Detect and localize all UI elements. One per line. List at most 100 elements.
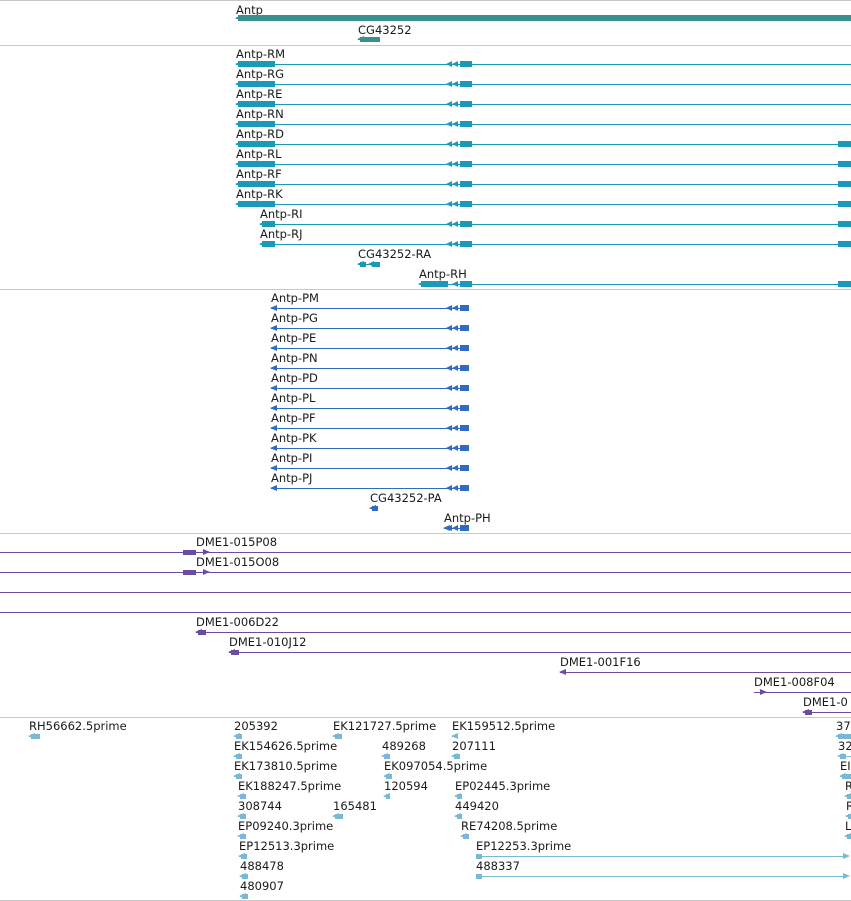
- strand-chevron-icon: [446, 465, 452, 471]
- feature-label: L: [845, 819, 851, 833]
- arrow-right-icon: [843, 852, 850, 859]
- arrow-left-icon: [228, 648, 235, 655]
- feature-block: [460, 365, 469, 371]
- track-separator: [0, 0, 851, 1]
- feature-label: R: [845, 779, 851, 793]
- feature-line: [271, 407, 469, 409]
- strand-chevron-icon: [446, 141, 452, 147]
- arrow-left-icon: [270, 304, 277, 311]
- arrow-left-icon: [233, 772, 240, 779]
- feature-label: 488478: [240, 859, 284, 873]
- feature-block: [838, 281, 851, 287]
- feature-label: RH56662.5prime: [29, 719, 127, 733]
- feature-label: 449420: [455, 799, 499, 813]
- arrow-left-icon: [835, 732, 842, 739]
- strand-chevron-icon: [446, 325, 452, 331]
- feature-block: [460, 201, 472, 207]
- arrow-right-icon: [203, 568, 210, 575]
- feature-block: [838, 141, 851, 147]
- arrow-left-icon: [451, 752, 458, 759]
- arrow-left-icon: [845, 812, 851, 819]
- strand-chevron-icon: [452, 241, 458, 247]
- feature-label: 37: [836, 719, 851, 733]
- strand-chevron-icon: [452, 141, 458, 147]
- strand-chevron-icon: [452, 221, 458, 227]
- feature-line: [236, 203, 851, 205]
- feature-block: [838, 221, 851, 227]
- feature-label: 32: [838, 739, 851, 753]
- arrow-left-icon: [259, 240, 266, 247]
- arrow-right-icon: [203, 548, 210, 555]
- feature-label: Antp-RM: [236, 47, 286, 61]
- feature-block: [238, 121, 275, 127]
- arrow-left-icon: [381, 752, 388, 759]
- feature-label: 205392: [234, 719, 278, 733]
- feature-block: [238, 81, 275, 87]
- feature-label: Antp-PH: [444, 511, 491, 525]
- strand-chevron-icon: [452, 281, 458, 287]
- arrow-left-icon: [239, 892, 246, 899]
- feature-line: [236, 183, 851, 185]
- arrow-left-icon: [369, 504, 376, 511]
- arrow-left-icon: [235, 14, 242, 21]
- strand-chevron-icon: [446, 241, 452, 247]
- strand-chevron-icon: [446, 161, 452, 167]
- feature-line: [803, 711, 851, 713]
- arrow-left-icon: [270, 384, 277, 391]
- arrow-left-icon: [237, 812, 244, 819]
- arrow-left-icon: [454, 792, 461, 799]
- feature-label: Antp-RG: [236, 67, 285, 81]
- strand-chevron-icon: [452, 405, 458, 411]
- feature-line: [196, 631, 851, 633]
- feature-block: [31, 733, 40, 739]
- feature-block: [238, 141, 275, 147]
- arrow-left-icon: [235, 100, 242, 107]
- feature-block: [238, 201, 275, 207]
- strand-chevron-icon: [446, 61, 452, 67]
- feature-line: [271, 307, 469, 309]
- feature-block: [262, 241, 275, 247]
- feature-block: [183, 569, 196, 575]
- feature-line: [236, 123, 851, 125]
- arrow-left-icon: [383, 792, 390, 799]
- strand-chevron-icon: [446, 345, 452, 351]
- feature-label: EK173810.5prime: [234, 759, 338, 773]
- arrow-left-icon: [270, 404, 277, 411]
- feature-label: EK097054.5prime: [384, 759, 488, 773]
- feature-block: [460, 465, 469, 471]
- feature-label: Antp-PM: [271, 291, 319, 305]
- arrow-left-icon: [238, 852, 245, 859]
- feature-line: [271, 327, 469, 329]
- feature-line: [271, 447, 469, 449]
- arrow-left-icon: [235, 180, 242, 187]
- feature-label: Antp-RI: [260, 207, 303, 221]
- feature-block: [476, 853, 482, 859]
- feature-line: [754, 691, 851, 693]
- strand-chevron-icon: [452, 425, 458, 431]
- strand-chevron-icon: [446, 405, 452, 411]
- feature-label: Antp-PI: [271, 451, 313, 465]
- arrow-left-icon: [233, 732, 240, 739]
- feature-line: [260, 223, 851, 225]
- feature-line: [236, 163, 851, 165]
- feature-block: [335, 813, 343, 819]
- strand-chevron-icon: [452, 365, 458, 371]
- feature-block: [372, 261, 380, 267]
- feature-line: [419, 283, 851, 285]
- arrow-left-icon: [443, 524, 450, 531]
- track-separator: [0, 717, 851, 718]
- feature-block: [460, 241, 472, 247]
- feature-line: [0, 551, 851, 553]
- strand-chevron-icon: [452, 305, 458, 311]
- feature-block: [460, 141, 472, 147]
- feature-label: EK188247.5prime: [238, 779, 342, 793]
- arrow-left-icon: [239, 872, 246, 879]
- arrow-left-icon: [802, 708, 809, 715]
- feature-block: [460, 161, 472, 167]
- strand-chevron-icon: [446, 305, 452, 311]
- feature-block: [460, 325, 469, 331]
- arrow-left-icon: [235, 160, 242, 167]
- feature-line: [236, 63, 851, 65]
- feature-label: Antp-PF: [271, 411, 316, 425]
- arrow-left-icon: [270, 464, 277, 471]
